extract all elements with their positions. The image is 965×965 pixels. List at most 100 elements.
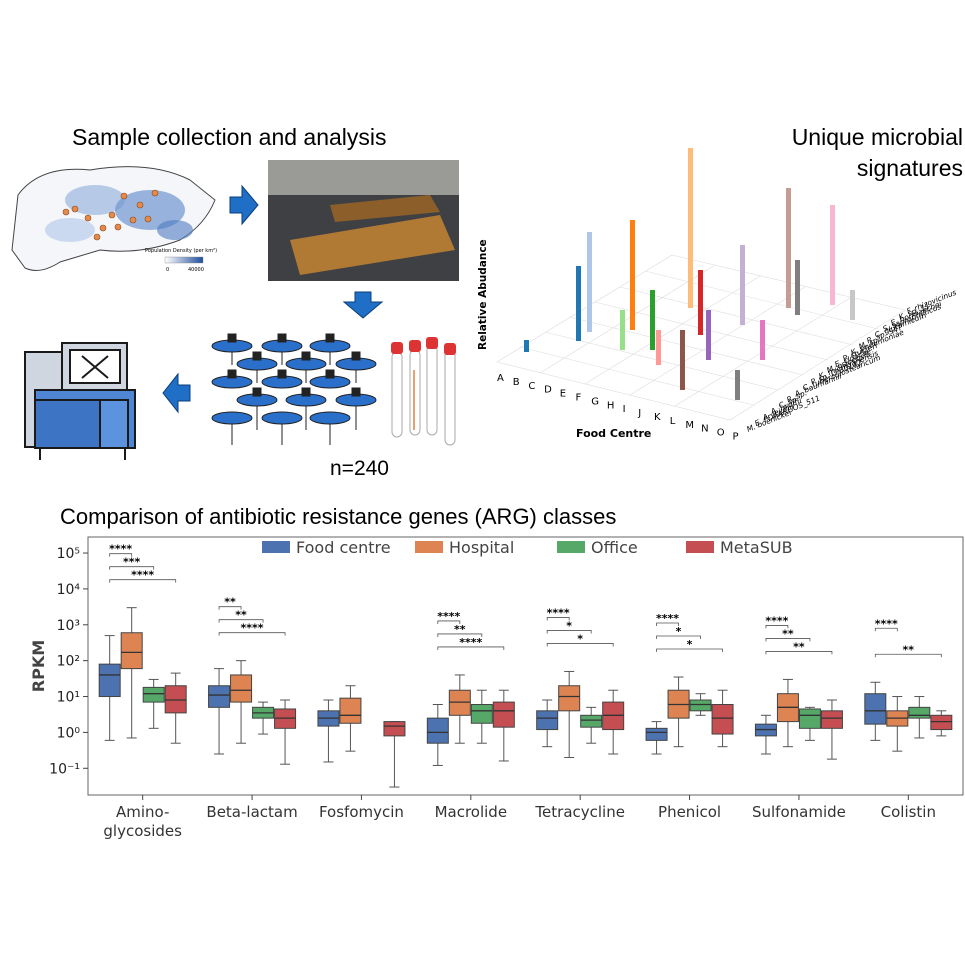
tables-part-part (211, 411, 253, 425)
significance-bracket (874, 627, 898, 632)
y-tick-label: 10³ (57, 618, 80, 634)
signature-chart-part-part (760, 320, 765, 360)
tables-part-part (227, 333, 237, 343)
significance-label: * (566, 619, 572, 632)
arrows-part (162, 372, 191, 414)
significance-bracket (437, 620, 461, 624)
tables-part (231, 352, 357, 445)
signature-chart-part-part (576, 266, 581, 341)
legend-label: Hospital (449, 538, 514, 557)
significance-label: ** (454, 623, 466, 636)
x-tick-label: Sulfonamide (751, 803, 846, 821)
map-part (164, 256, 204, 264)
box (645, 727, 668, 741)
box (142, 686, 165, 703)
map-part (157, 220, 193, 240)
box (383, 721, 406, 737)
food-centre-label: P (733, 432, 739, 443)
signature-chart-part-part (620, 310, 625, 350)
tables-part-part (261, 411, 303, 425)
significance-bracket (765, 625, 789, 629)
significance-label: **** (547, 606, 570, 619)
significance-bracket (656, 648, 723, 653)
box (98, 663, 121, 698)
x-tick-label: Macrolide (434, 803, 508, 821)
food-centre-label: H (607, 400, 615, 411)
significance-label: **** (241, 622, 264, 635)
sequencer-part (81, 355, 109, 379)
significance-bracket (546, 643, 614, 647)
legend-swatch (415, 541, 443, 553)
sequencer-part (99, 399, 129, 449)
significance-bracket (765, 638, 811, 642)
tables-part-part (252, 351, 262, 361)
tubes-part-part (391, 342, 403, 354)
signature-chart-part-part (786, 188, 791, 308)
photo-part (268, 160, 459, 195)
significance-bracket (546, 630, 592, 634)
food-centre-label: C (528, 381, 535, 392)
arrows-part (229, 184, 259, 226)
significance-label: **** (437, 610, 460, 623)
tables-part-part (252, 387, 262, 397)
food-centre-label: B (513, 377, 520, 388)
signature-chart-part-part (650, 290, 655, 350)
map-part-part (84, 214, 92, 222)
significance-label: * (676, 625, 682, 638)
x-tick-label: Tetracycline (535, 803, 625, 821)
box (908, 706, 931, 719)
signature-chart-part-part (656, 330, 661, 365)
box (798, 708, 821, 729)
signature-chart-part-part (587, 232, 592, 332)
tubes (391, 337, 456, 446)
x-tick-label: Colistin (880, 803, 936, 821)
tables-part-part (227, 369, 237, 379)
significance-label: ** (903, 643, 915, 656)
significance-label: **** (765, 614, 788, 627)
signature-chart-part-part (524, 340, 529, 352)
map-part (65, 185, 125, 215)
signature-chart-part (496, 254, 906, 421)
significance-bracket (765, 651, 833, 655)
significance-label: **** (656, 612, 679, 625)
tubes-part-part (391, 351, 403, 438)
food-centre-label: F (576, 393, 582, 404)
signature-chart-part-part (698, 270, 703, 335)
photo-part (330, 195, 440, 222)
map-part-part (93, 233, 101, 241)
food-centre-label: J (637, 408, 641, 419)
legend-swatch (686, 541, 714, 553)
box (930, 714, 953, 731)
significance-label: *** (123, 556, 141, 569)
map-part-part (151, 189, 159, 197)
tables-part-part (309, 411, 351, 425)
food-centre-label: I (623, 404, 626, 415)
y-tick-label: 10¹ (57, 690, 80, 706)
x-tick-label: Fosfomycin (318, 803, 404, 821)
food-centre-label: O (717, 428, 725, 439)
significance-bracket (218, 619, 264, 623)
legend-label: MetaSUB (720, 538, 793, 557)
map-part-part (114, 223, 122, 231)
box (580, 714, 603, 728)
significance-bracket (656, 635, 701, 640)
tubes-part-part (444, 343, 456, 355)
box (339, 697, 362, 724)
legend-label: Food centre (296, 538, 391, 557)
signature-chart-part-part (519, 270, 879, 406)
tubes-part-part (409, 340, 421, 352)
tubes-part-part (426, 337, 438, 349)
significance-label: ** (235, 609, 247, 622)
box (230, 674, 253, 703)
sequencer-part (39, 448, 126, 460)
significance-bracket (546, 617, 570, 621)
food-centre-label: A (497, 373, 504, 384)
significance-bracket (656, 622, 679, 627)
chart-title: Comparison of antibiotic resistance gene… (60, 504, 616, 529)
food-centre-label: K (654, 412, 661, 423)
tables-part-part (277, 369, 287, 379)
tables-part (227, 333, 361, 397)
